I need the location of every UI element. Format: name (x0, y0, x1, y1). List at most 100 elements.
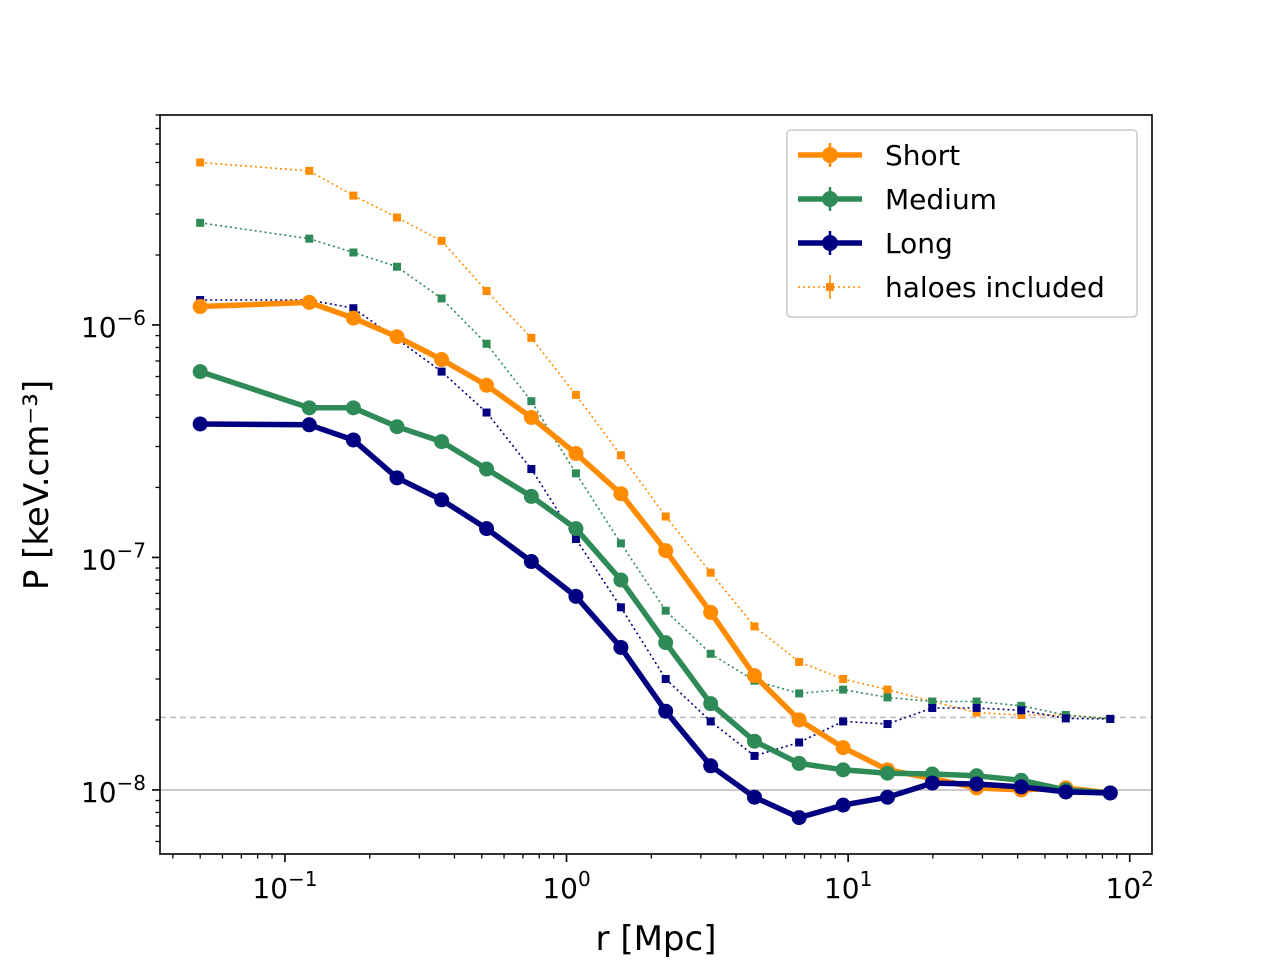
data-point (345, 432, 361, 448)
legend-markers (798, 143, 862, 299)
data-point (924, 775, 940, 791)
legend: Short Medium Long haloes included (786, 129, 1138, 318)
data-point (613, 486, 629, 502)
data-point (928, 704, 937, 713)
data-point (746, 789, 762, 805)
data-point (746, 668, 762, 684)
data-point (192, 416, 208, 432)
legend-marker (822, 235, 838, 251)
data-point (791, 712, 807, 728)
data-point (795, 657, 804, 666)
data-point (746, 733, 762, 749)
data-point (613, 639, 629, 655)
data-point (196, 218, 205, 227)
data-point (482, 408, 491, 417)
x-tick-label: 10−1 (252, 867, 317, 905)
data-point (434, 492, 450, 508)
data-point (349, 304, 358, 313)
data-point (1058, 784, 1074, 800)
series-medium-haloes-included (196, 218, 1115, 723)
data-point (706, 649, 715, 658)
data-point (345, 400, 361, 416)
data-point (750, 622, 759, 631)
legend-marker (822, 191, 838, 207)
legend-frame (786, 129, 1138, 318)
data-point (571, 469, 580, 478)
data-point (1017, 701, 1026, 710)
legend-marker (822, 147, 838, 163)
y-tick-label: 10−6 (81, 306, 146, 344)
legend-marker (826, 283, 834, 291)
data-point (1017, 710, 1026, 719)
data-point (613, 572, 629, 588)
data-point (305, 234, 314, 243)
data-point (523, 554, 539, 570)
data-point (880, 789, 896, 805)
data-point (1017, 706, 1026, 715)
data-point (1013, 779, 1029, 795)
data-point (706, 717, 715, 726)
data-point (568, 521, 584, 537)
data-point (527, 397, 536, 406)
data-point (1061, 714, 1070, 723)
data-point (703, 604, 719, 620)
data-point (706, 568, 715, 577)
data-point (434, 352, 450, 368)
data-point (196, 158, 205, 167)
plot-frame (159, 114, 1153, 855)
y-tick-label: 10−7 (81, 538, 146, 576)
data-point (791, 810, 807, 826)
data-point (479, 521, 495, 537)
data-point (839, 717, 848, 726)
data-point (437, 367, 446, 376)
data-point (835, 740, 851, 756)
data-point (192, 299, 208, 315)
data-point (928, 697, 937, 706)
data-point (434, 434, 450, 450)
data-point (616, 539, 625, 548)
data-point (527, 333, 536, 342)
data-point (616, 603, 625, 612)
data-point (571, 390, 580, 399)
data-point (479, 377, 495, 393)
data-point (389, 470, 405, 486)
data-point (883, 720, 892, 729)
data-point (571, 535, 580, 544)
data-point (192, 364, 208, 380)
data-point (658, 635, 674, 651)
legend-label-haloes: haloes included (885, 271, 1105, 304)
data-point (883, 693, 892, 702)
y-axis-label: P [keV.cm⁻³] (17, 380, 57, 590)
data-point (835, 762, 851, 778)
data-point (661, 606, 670, 615)
data-point (345, 310, 361, 326)
data-point (1102, 785, 1118, 801)
data-point (527, 465, 536, 474)
data-point (301, 417, 317, 433)
data-point (972, 704, 981, 713)
data-point (839, 674, 848, 683)
data-point (392, 213, 401, 222)
data-point (795, 689, 804, 698)
data-point (482, 339, 491, 348)
series-long (192, 416, 1118, 826)
data-point (349, 191, 358, 200)
data-point (392, 262, 401, 271)
data-point (389, 329, 405, 345)
data-point (568, 445, 584, 461)
series-layer (192, 158, 1118, 826)
data-point (305, 166, 314, 175)
data-point (523, 488, 539, 504)
data-point (437, 294, 446, 303)
data-point (389, 419, 405, 435)
data-point (750, 751, 759, 760)
data-point (661, 512, 670, 521)
legend-label-medium: Medium (885, 183, 997, 216)
series-line (200, 299, 1111, 757)
data-point (437, 236, 446, 245)
data-point (795, 738, 804, 747)
series-line (200, 161, 1111, 720)
data-point (301, 400, 317, 416)
